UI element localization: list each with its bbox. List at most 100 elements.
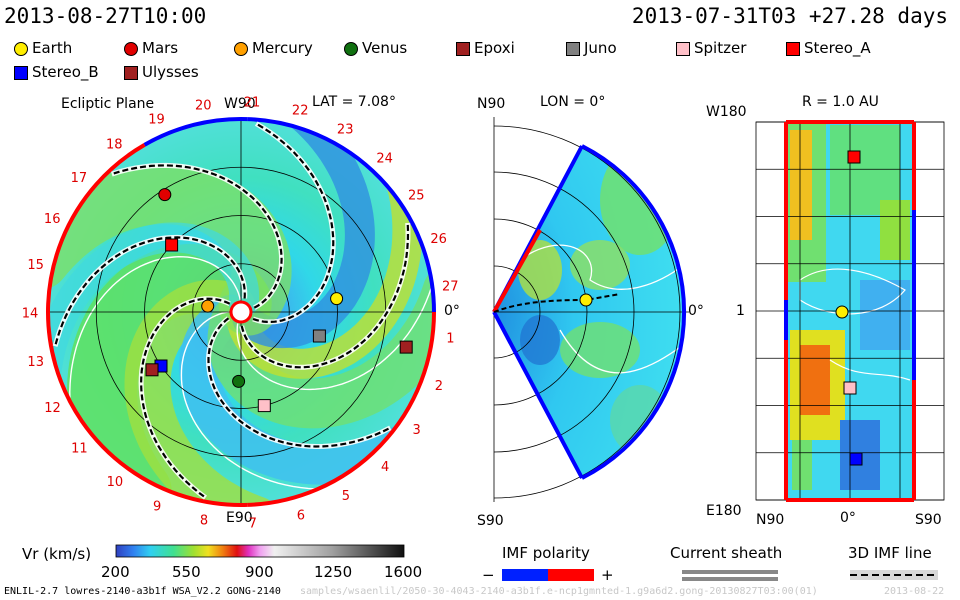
- carrington-label: 3: [413, 423, 421, 438]
- carrington-label: 8: [200, 514, 208, 529]
- body-mercury: [201, 299, 215, 313]
- imf-negative-swatch: [502, 569, 548, 581]
- carrington-label: 20: [195, 98, 212, 113]
- imf-positive-swatch: [548, 569, 594, 581]
- body-stereo-a: [165, 238, 179, 252]
- legend-label: Ulysses: [142, 63, 199, 81]
- body-earth: [330, 292, 344, 306]
- carrington-label: 6: [297, 508, 305, 523]
- carrington-label: 26: [430, 232, 447, 247]
- colorbar-label: Vr (km/s): [22, 545, 92, 563]
- carrington-label: 12: [44, 401, 61, 416]
- ecliptic-zero-label: 0°: [444, 303, 460, 319]
- footer-version: ENLIL-2.7 lowres-2140-a3b1f WSA_V2.2 GON…: [4, 586, 281, 597]
- planet-circle-icon: [234, 42, 248, 56]
- legend-label: Earth: [32, 39, 73, 57]
- colorbar-tick-550: 550: [172, 563, 201, 581]
- spacecraft-square-icon: [14, 66, 28, 80]
- colorbar-tick-900: 900: [245, 563, 274, 581]
- carrington-label: 27: [442, 280, 459, 295]
- w90-label: W90: [224, 96, 256, 112]
- map-time-title: 2013-07-31T03 +27.28 days: [631, 4, 948, 28]
- legend-label: Epoxi: [474, 39, 515, 57]
- planet-circle-icon: [344, 42, 358, 56]
- run-time-title: 2013-08-27T10:00: [4, 4, 207, 28]
- carrington-label: 14: [22, 306, 39, 321]
- meridional-zero-label: 0°: [688, 303, 704, 319]
- carrington-label: 19: [148, 113, 165, 128]
- radius-label: R = 1.0 AU: [802, 94, 879, 110]
- w180-label: W180: [706, 104, 747, 120]
- legend-label: Stereo_A: [804, 39, 871, 57]
- legend-label: Mars: [142, 39, 179, 57]
- body-stereo-a-shell: [847, 150, 861, 164]
- colorbar-tick-1250: 1250: [314, 563, 353, 581]
- carrington-label: 15: [27, 258, 44, 273]
- spacecraft-square-icon: [456, 42, 470, 56]
- footer-path: samples/wsaenlil/2050-30-4043-2140-a3b1f…: [300, 586, 818, 597]
- carrington-label: 25: [408, 189, 425, 204]
- n90-label: N90: [477, 96, 506, 112]
- spacecraft-square-icon: [566, 42, 580, 56]
- spacecraft-square-icon: [124, 66, 138, 80]
- carrington-label: 16: [44, 212, 61, 227]
- sun-inner-boundary: [229, 300, 253, 324]
- body-earth-shell: [835, 305, 849, 319]
- carrington-label: 17: [71, 171, 88, 186]
- legend-label: Juno: [584, 39, 617, 57]
- current-sheath-swatch-top: [682, 570, 778, 574]
- shell-x-label-s90: S90: [915, 512, 942, 528]
- shell-x-label-n90: N90: [756, 512, 785, 528]
- carrington-label: 2: [435, 379, 443, 394]
- current-sheath-swatch-bottom: [682, 577, 778, 581]
- imf-polarity-label: IMF polarity: [502, 544, 590, 562]
- body-mars: [158, 188, 172, 202]
- lon-label: LON = 0°: [540, 94, 606, 110]
- carrington-label: 11: [71, 442, 88, 457]
- body-epoxi: [399, 340, 413, 354]
- body-stereo-b-shell: [849, 452, 863, 466]
- planet-circle-icon: [14, 42, 28, 56]
- carrington-label: 7: [249, 517, 257, 532]
- legend-label: Spitzer: [694, 39, 747, 57]
- carrington-label: 9: [153, 500, 161, 515]
- legend-label: Mercury: [252, 39, 313, 57]
- footer-stamp: 2013-08-22: [884, 586, 945, 597]
- carrington-label: 22: [292, 104, 309, 119]
- planet-circle-icon: [124, 42, 138, 56]
- carrington-label: 18: [106, 137, 123, 152]
- velocity-colorbar: [115, 544, 405, 558]
- shell-x-label-0: 0°: [840, 510, 856, 526]
- s90-label: S90: [477, 513, 504, 529]
- carrington-label: 23: [337, 123, 354, 138]
- lat-label: LAT = 7.08°: [312, 94, 396, 110]
- carrington-label: 24: [376, 151, 393, 166]
- e180-label: E180: [706, 503, 742, 519]
- body-ulysses: [145, 363, 159, 377]
- meridional-panel: [492, 117, 689, 502]
- carrington-label: 5: [342, 489, 350, 504]
- body-venus: [232, 374, 246, 388]
- spacecraft-square-icon: [786, 42, 800, 56]
- carrington-label: 1: [446, 332, 454, 347]
- carrington-label: 21: [244, 95, 261, 110]
- e90-label: E90: [226, 510, 253, 526]
- carrington-label: 4: [381, 460, 389, 475]
- body-earth-meridional: [579, 293, 593, 307]
- carrington-label: 13: [27, 355, 44, 370]
- ecliptic-title: Ecliptic Plane: [61, 96, 155, 112]
- body-spitzer-shell: [843, 381, 857, 395]
- r-shell-panel: [755, 120, 945, 502]
- carrington-label: 10: [107, 475, 124, 490]
- colorbar-tick-200: 200: [101, 563, 130, 581]
- body-juno: [312, 329, 326, 343]
- legend-label: Venus: [362, 39, 408, 57]
- spacecraft-square-icon: [676, 42, 690, 56]
- imf-plus: +: [601, 566, 614, 584]
- imf-line-label: 3D IMF line: [848, 544, 932, 562]
- imf-minus: −: [482, 566, 495, 584]
- colorbar-tick-1600: 1600: [384, 563, 423, 581]
- body-spitzer: [257, 399, 271, 413]
